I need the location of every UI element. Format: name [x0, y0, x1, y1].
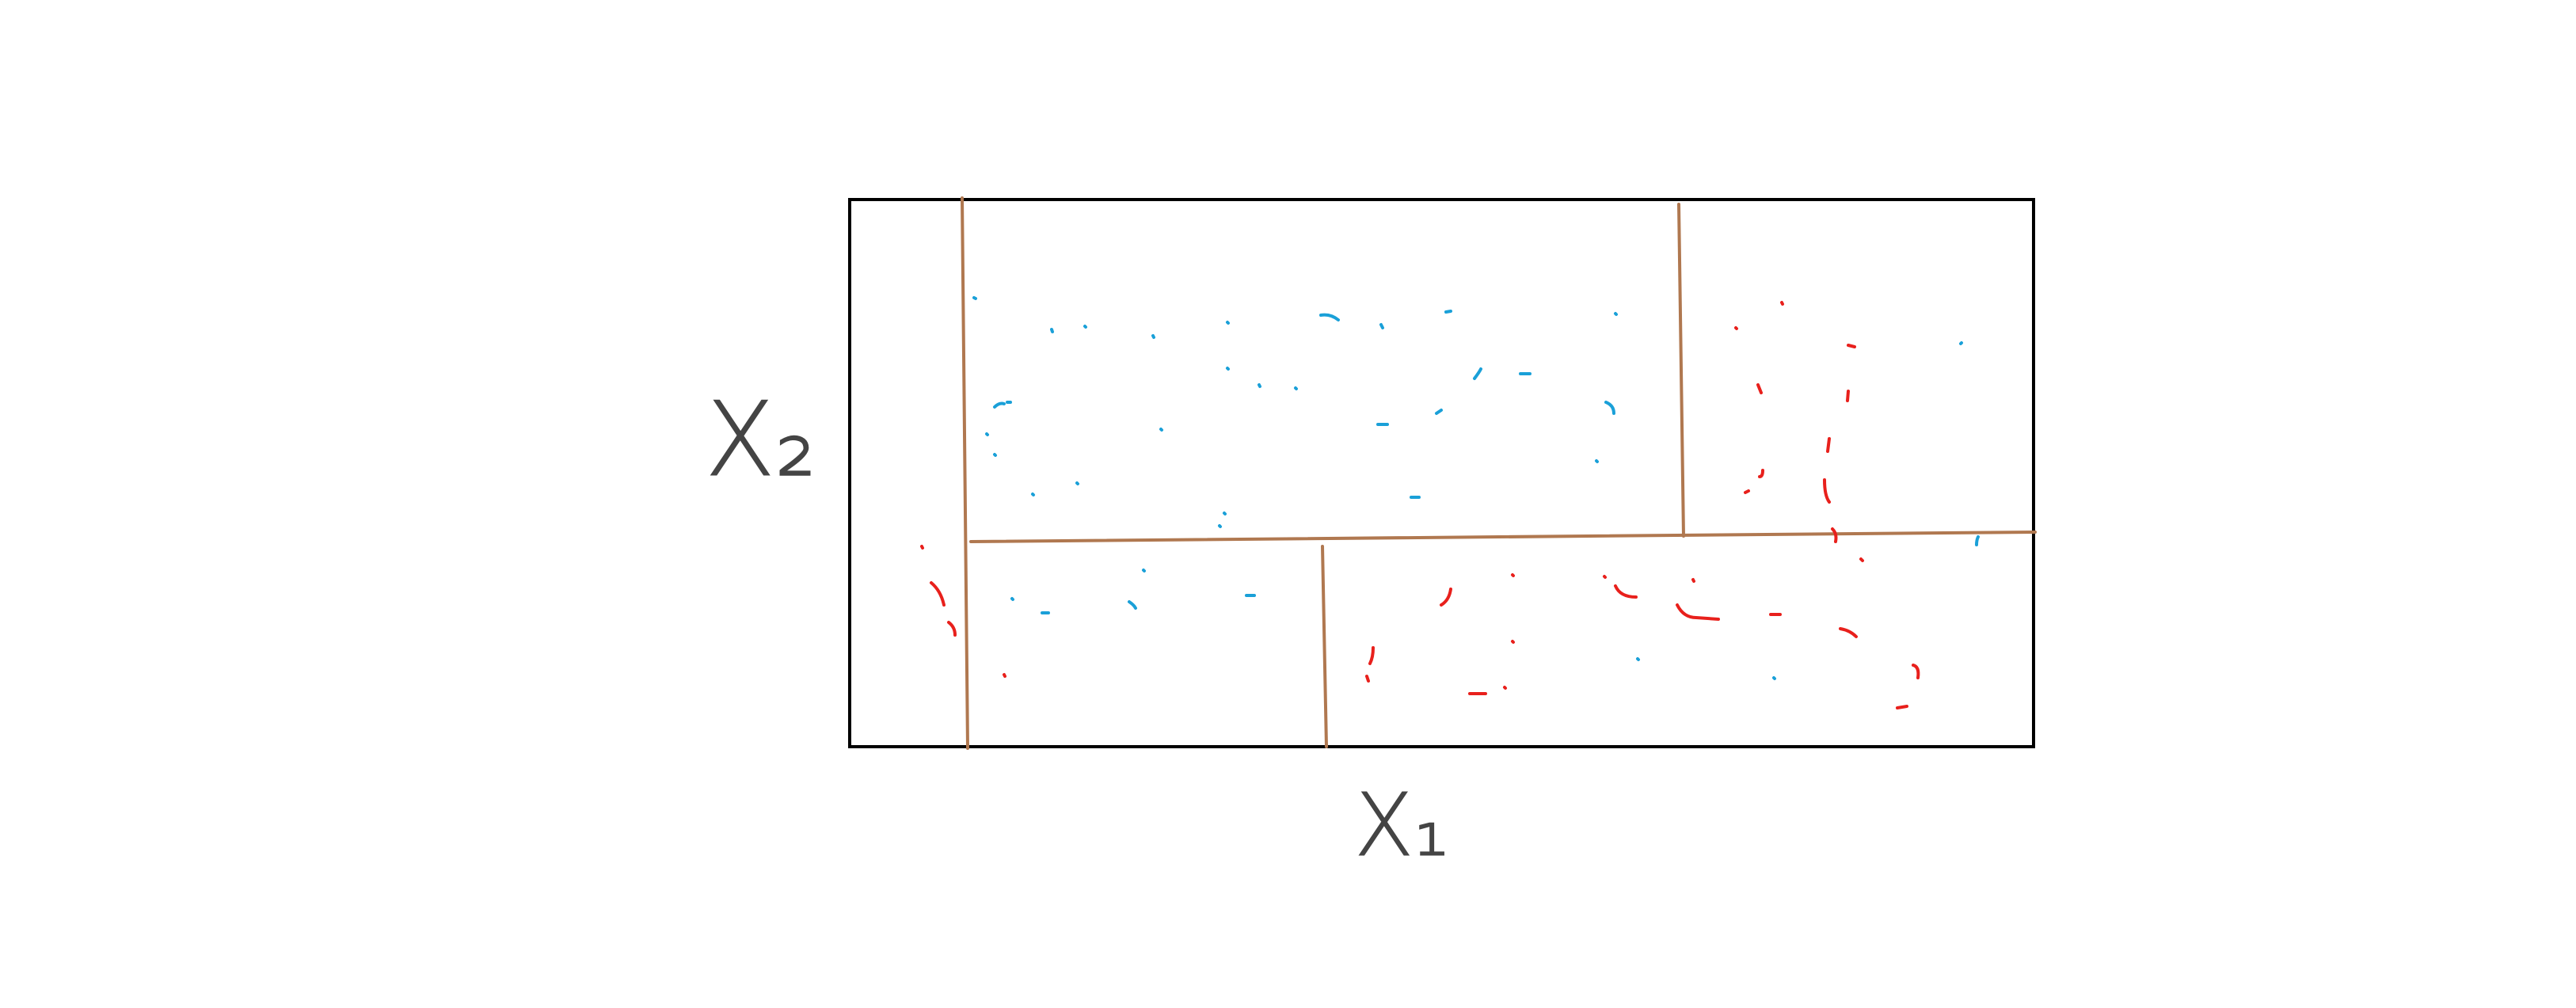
split-x1-upper-right	[1677, 203, 1685, 538]
class-a-point	[1975, 535, 1980, 546]
split-x1-lower	[1321, 545, 1328, 748]
class-a-point	[1226, 321, 1230, 325]
class-b-point	[1758, 469, 1764, 478]
class-a-point	[1226, 367, 1230, 371]
class-b-point	[930, 581, 946, 607]
class-b-point	[1780, 301, 1784, 306]
class-b-point	[1839, 627, 1858, 638]
class-a-point	[1142, 569, 1146, 572]
class-a-point	[1075, 481, 1079, 485]
split-x2-main	[969, 531, 2037, 543]
class-a-point	[993, 401, 1006, 409]
class-a-point	[1473, 367, 1482, 380]
class-a-point	[1772, 676, 1776, 680]
class-b-point	[1511, 573, 1515, 577]
class-b-point	[1756, 383, 1763, 394]
class-b-point	[1846, 390, 1850, 402]
split-lines	[961, 196, 2037, 750]
class-a-point	[1223, 512, 1227, 515]
class-b-point	[1365, 675, 1370, 683]
class-a-point	[1435, 409, 1443, 415]
class-a-point	[1083, 325, 1087, 329]
feature-space-frame	[848, 198, 2035, 748]
split-x1-left	[961, 196, 969, 750]
class-b-point	[1826, 437, 1831, 453]
class-a-point	[1319, 313, 1340, 321]
class-a-point	[1379, 323, 1384, 329]
class-a-points	[972, 296, 1980, 680]
class-a-point	[1159, 428, 1163, 432]
class-b-point	[1603, 575, 1607, 579]
class-a-point	[1151, 334, 1155, 339]
class-b-point	[1511, 640, 1515, 644]
class-b-point	[1614, 584, 1638, 599]
class-b-point	[1003, 673, 1006, 678]
class-b-point	[1440, 588, 1452, 607]
class-b-point	[1676, 603, 1720, 621]
y-axis-label: X₂	[705, 379, 816, 500]
class-b-point	[947, 621, 957, 637]
class-a-point	[1128, 600, 1137, 610]
class-b-point	[1896, 705, 1908, 709]
class-b-point	[1912, 664, 1920, 679]
class-a-point	[1595, 459, 1599, 463]
class-a-point	[1604, 401, 1615, 415]
class-b-points	[920, 301, 1920, 709]
class-b-point	[1847, 344, 1856, 348]
class-b-point	[920, 545, 924, 550]
class-b-point	[1859, 557, 1864, 562]
class-a-point	[972, 296, 977, 300]
class-a-point	[1444, 310, 1452, 314]
class-b-point	[1734, 326, 1738, 330]
class-b-point	[1744, 489, 1750, 494]
class-b-point	[1831, 527, 1838, 543]
class-b-point	[1691, 578, 1695, 583]
class-b-point	[1368, 646, 1375, 665]
class-a-point	[1258, 383, 1261, 388]
class-b-point	[1823, 478, 1831, 504]
x-axis-label: X₁	[1354, 774, 1448, 876]
